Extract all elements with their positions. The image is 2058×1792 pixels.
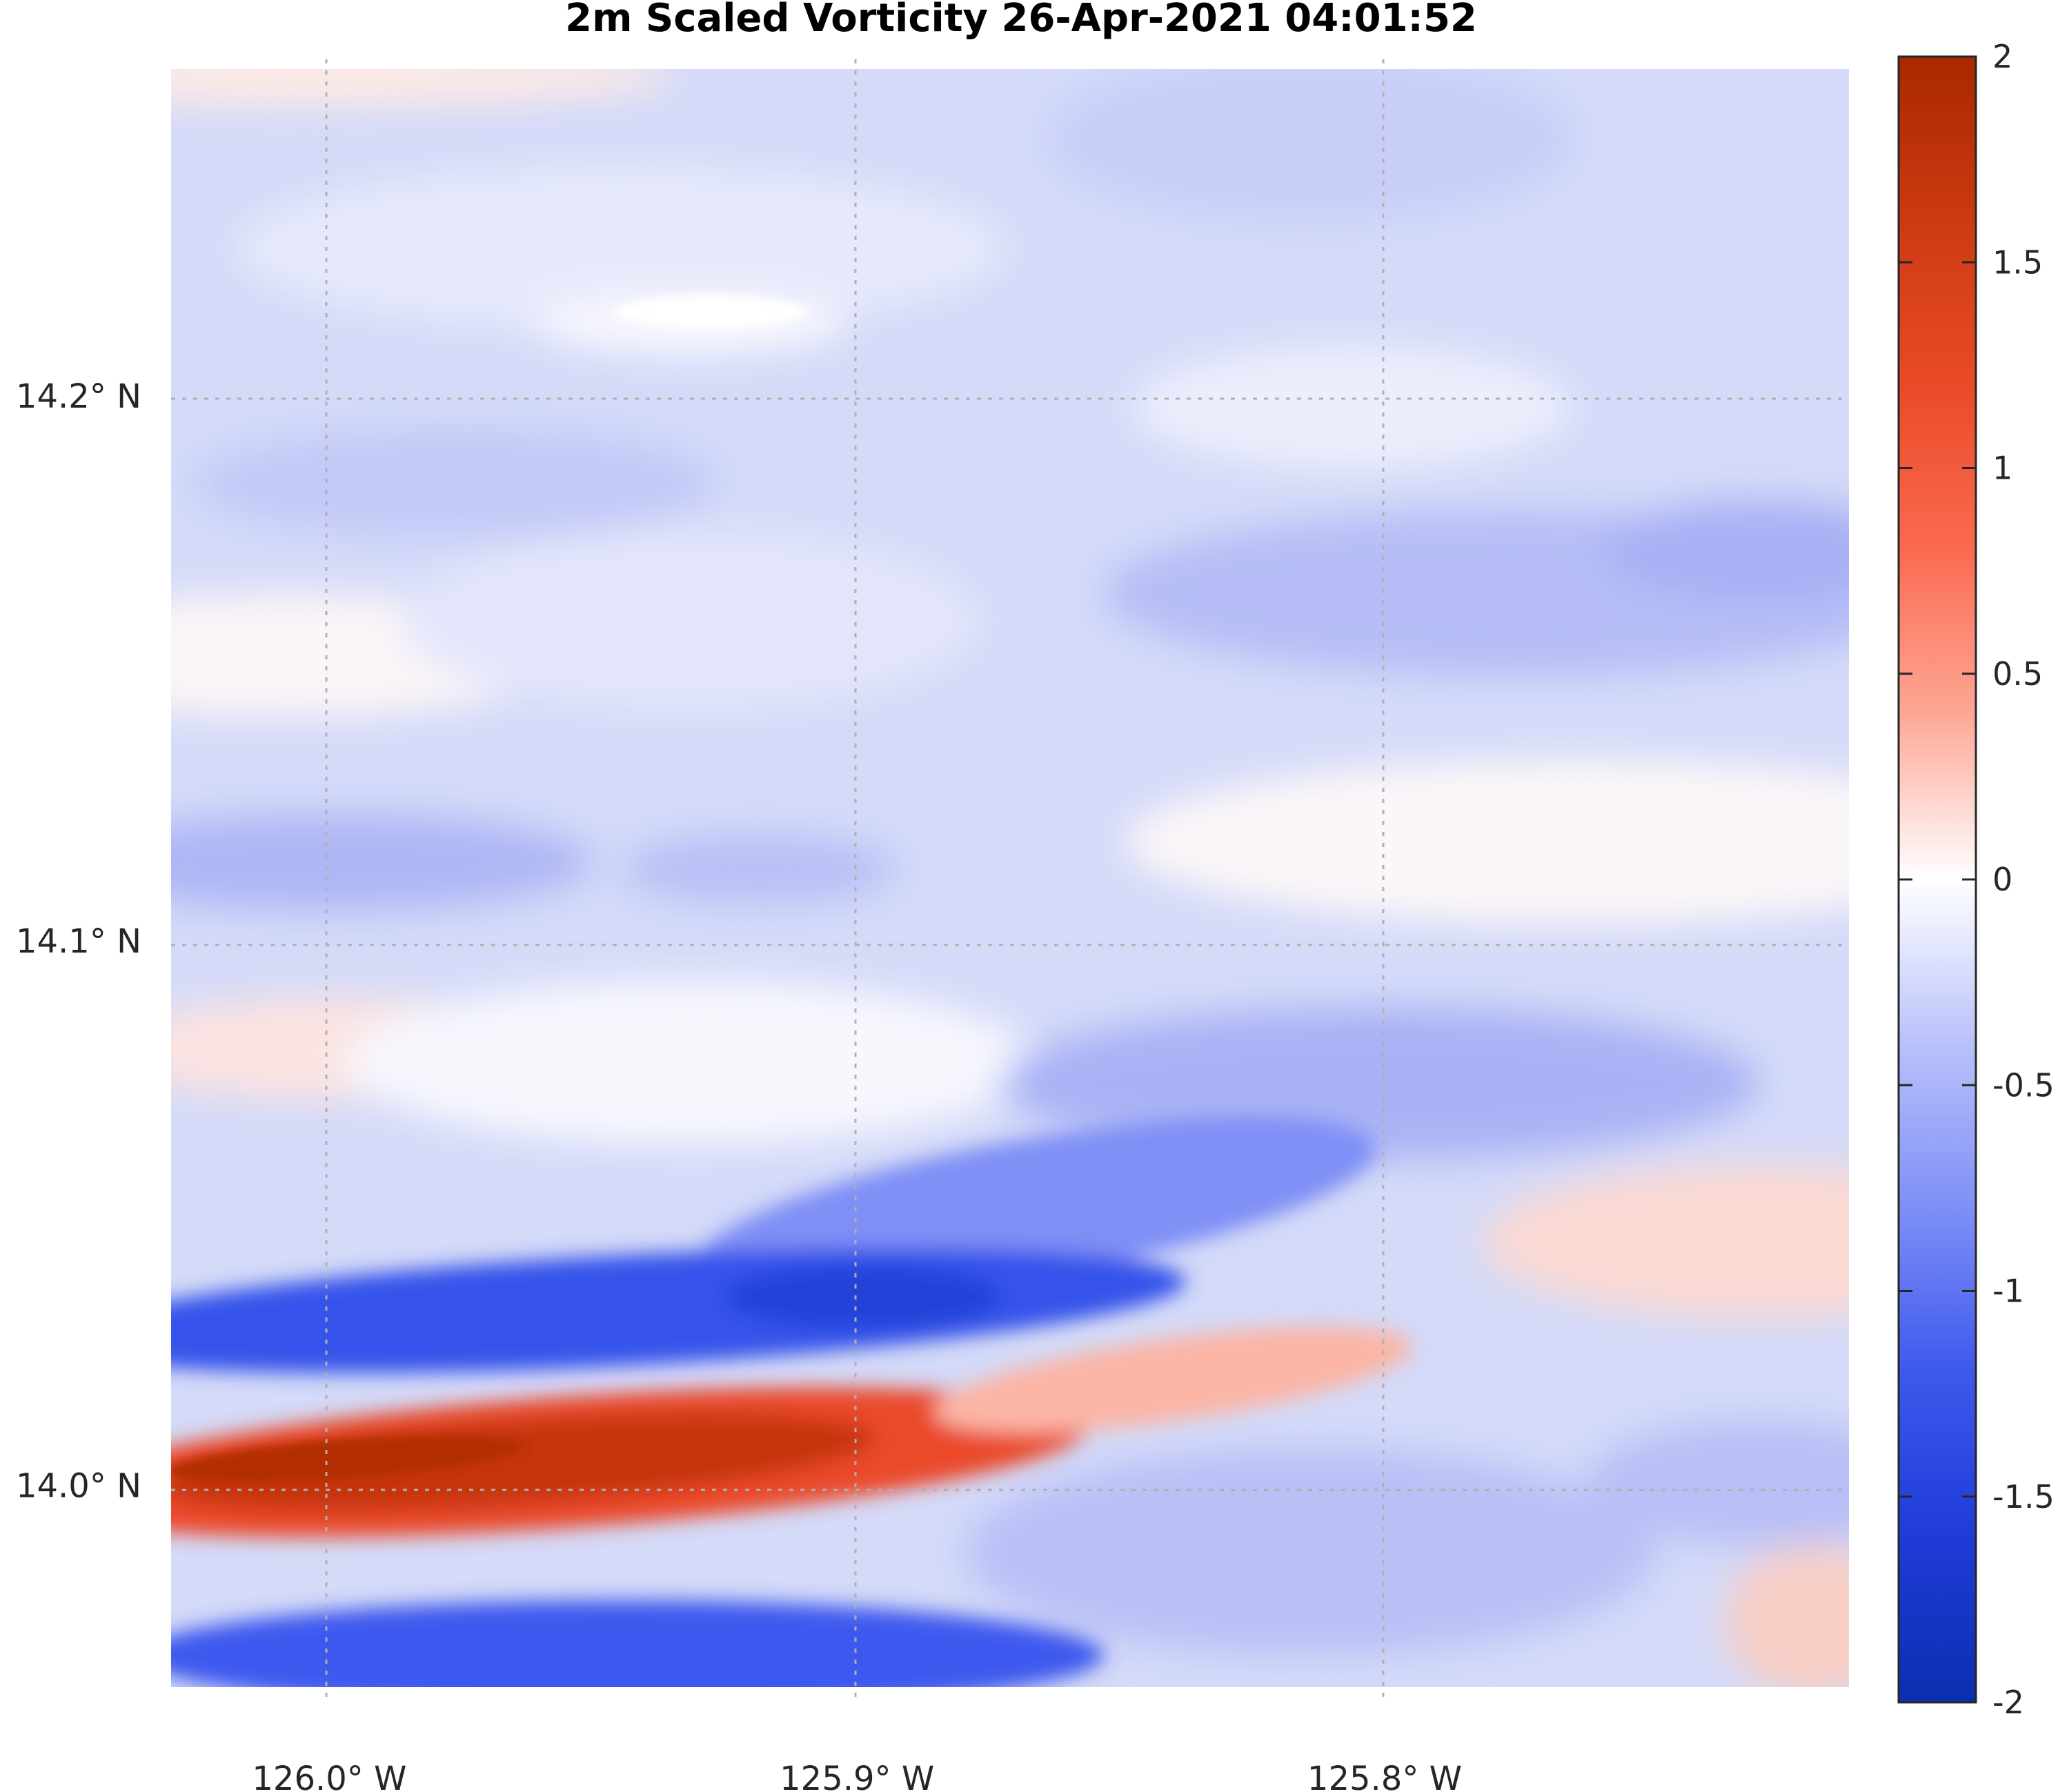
grid-lines: [171, 59, 1849, 1697]
vorticity-field: [171, 69, 1849, 1687]
x-tick-label-125.8: 125.8° W: [1307, 1760, 1462, 1792]
chart-title: 2m Scaled Vorticity 26-Apr-2021 04:01:52: [565, 0, 1477, 41]
y-axis-tick-labels: 14.2° N 14.1° N 14.0° N: [16, 377, 141, 1506]
x-tick-label-125.9: 125.9° W: [780, 1760, 934, 1792]
colorbar-tick-label--0.5: -0.5: [1992, 1066, 2055, 1104]
y-tick-label-14.2: 14.2° N: [16, 377, 141, 416]
colorbar-tick-label-1.5: 1.5: [1992, 243, 2043, 281]
x-tick-label-126.0: 126.0° W: [252, 1760, 406, 1792]
colorbar-tick-label--1.5: -1.5: [1992, 1478, 2055, 1515]
y-tick-label-14.0: 14.0° N: [16, 1467, 141, 1506]
colorbar-tick-label-1: 1: [1992, 450, 2012, 487]
colorbar-ticks: 2 1.5 1 0.5 0 -0.5 -1 -1.5 -2: [1899, 38, 2055, 1721]
colorbar-tick-label--1: -1: [1992, 1273, 2024, 1310]
colorbar-tick-label--2: -2: [1992, 1684, 2024, 1721]
colorbar-tick-label-0.5: 0.5: [1992, 655, 2043, 693]
colorbar: 2 1.5 1 0.5 0 -0.5 -1 -1.5 -2: [1897, 38, 2055, 1721]
colorbar-tick-label-0: 0: [1992, 861, 2012, 898]
x-axis-tick-labels: 126.0° W 125.9° W 125.8° W: [252, 1760, 1462, 1792]
colorbar-tick-label-2: 2: [1992, 38, 2012, 75]
y-tick-label-14.1: 14.1° N: [16, 922, 141, 961]
